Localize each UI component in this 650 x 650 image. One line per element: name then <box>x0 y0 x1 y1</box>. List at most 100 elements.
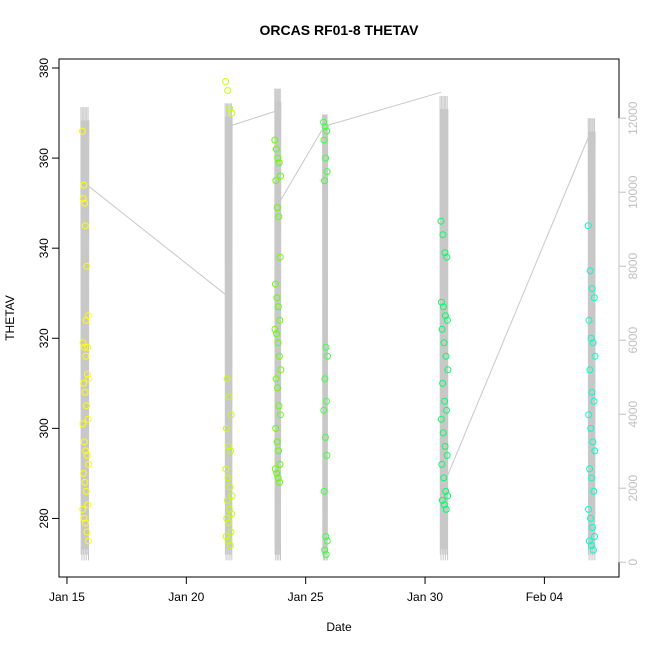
data-point-rf02 <box>227 411 235 419</box>
x-axis: Jan 15 Jan 20 Jan 25 Jan 30 Feb 04 <box>49 576 564 604</box>
data-point-rf03 <box>273 330 280 338</box>
data-point-rf01 <box>80 438 88 446</box>
data-point-rf06 <box>591 533 598 540</box>
data-point-rf06 <box>587 424 595 432</box>
data-point-rf06 <box>590 487 598 495</box>
data-point-rf02 <box>224 537 232 545</box>
data-point-rf02 <box>228 109 236 117</box>
data-point-rf03 <box>275 159 283 167</box>
data-point-rf03 <box>276 478 284 486</box>
data-point-rf04 <box>320 406 328 414</box>
data-point-rf05 <box>442 352 450 360</box>
altitude-connector-2 <box>230 110 277 127</box>
data-point-rf01 <box>82 352 90 360</box>
thetav-points <box>78 78 599 558</box>
altitude-flight-profile-4 <box>322 114 329 561</box>
altitude-flight-profile-2 <box>224 103 233 561</box>
data-point-rf01 <box>83 370 91 378</box>
data-point-rf03 <box>272 280 279 288</box>
data-point-rf05 <box>443 451 451 459</box>
data-point-rf03 <box>274 154 282 162</box>
data-point-rf01 <box>82 519 89 527</box>
y2-tick-label: 4000 <box>626 401 640 428</box>
data-point-rf04 <box>323 537 331 545</box>
data-point-rf01 <box>79 469 87 477</box>
y-tick-label: 300 <box>37 418 51 438</box>
data-point-rf05 <box>443 406 450 414</box>
data-point-rf01 <box>85 375 93 383</box>
data-point-rf05 <box>442 505 450 513</box>
data-point-rf02 <box>224 474 232 482</box>
data-point-rf01 <box>80 514 88 522</box>
data-point-rf05 <box>441 249 449 257</box>
data-point-rf01 <box>83 528 91 536</box>
data-point-rf01 <box>81 199 89 207</box>
data-point-rf03 <box>272 375 280 383</box>
data-point-rf04 <box>321 433 329 441</box>
data-point-rf06 <box>587 514 594 522</box>
data-point-rf01 <box>84 501 92 509</box>
data-point-rf02 <box>227 528 235 536</box>
y-tick-label: 360 <box>37 148 51 168</box>
data-point-rf03 <box>275 447 282 455</box>
data-point-rf06 <box>586 465 594 473</box>
data-point-rf04 <box>324 352 332 360</box>
data-point-rf06 <box>585 537 593 545</box>
data-point-rf05 <box>443 316 451 324</box>
data-point-rf03 <box>274 303 282 311</box>
data-point-rf06 <box>590 294 598 302</box>
y-tick-label: 380 <box>37 58 51 78</box>
data-point-rf03 <box>274 474 282 482</box>
data-point-rf06 <box>591 447 599 455</box>
data-point-rf03 <box>277 366 285 374</box>
data-point-rf05 <box>443 253 451 261</box>
data-point-rf04 <box>322 551 330 558</box>
data-point-rf02 <box>227 447 235 455</box>
altitude-trace <box>80 88 596 561</box>
y2-tick-label: 2000 <box>626 475 640 502</box>
data-point-rf05 <box>437 415 445 423</box>
data-point-rf03 <box>272 177 280 185</box>
data-point-rf05 <box>439 379 447 387</box>
altitude-flight-profile-5 <box>439 95 449 561</box>
data-point-rf01 <box>79 420 87 428</box>
data-point-rf02 <box>223 514 231 522</box>
data-point-rf05 <box>444 492 452 500</box>
altitude-connector-5 <box>446 132 591 478</box>
data-point-rf06 <box>587 334 595 342</box>
data-point-rf01 <box>78 127 86 135</box>
data-point-rf02 <box>224 87 232 94</box>
y-axis: 280 300 320 340 360 380 <box>37 58 60 528</box>
data-point-rf06 <box>589 524 596 531</box>
x-tick-label: Feb 04 <box>526 590 564 604</box>
data-point-rf05 <box>441 442 449 450</box>
altitude-flight-profile-3 <box>274 88 282 561</box>
data-point-rf06 <box>589 546 597 554</box>
data-point-rf04 <box>321 546 329 554</box>
data-point-rf03 <box>276 460 284 468</box>
altitude-connector-4 <box>326 91 442 127</box>
data-point-rf06 <box>585 505 592 513</box>
data-point-rf02 <box>228 510 235 518</box>
y-tick-label: 280 <box>37 508 51 528</box>
data-point-rf01 <box>82 487 90 495</box>
data-point-rf04 <box>323 397 330 405</box>
altitude-flight-profile-1 <box>80 107 90 561</box>
data-point-rf03 <box>271 136 279 144</box>
x-axis-label: Date <box>326 620 352 634</box>
data-point-rf02 <box>226 483 234 491</box>
data-point-rf06 <box>588 388 596 396</box>
data-point-rf02 <box>225 442 232 450</box>
data-point-rf06 <box>588 474 596 482</box>
data-point-rf01 <box>84 415 92 423</box>
data-point-rf01 <box>81 388 89 396</box>
data-point-rf02 <box>228 492 236 500</box>
data-point-rf05 <box>444 366 452 374</box>
x-tick-label: Jan 15 <box>49 590 85 604</box>
data-point-rf01 <box>81 478 89 486</box>
data-point-rf04 <box>321 177 328 185</box>
data-point-rf01 <box>82 316 90 324</box>
data-point-rf05 <box>440 339 448 347</box>
data-point-rf02 <box>222 465 230 473</box>
